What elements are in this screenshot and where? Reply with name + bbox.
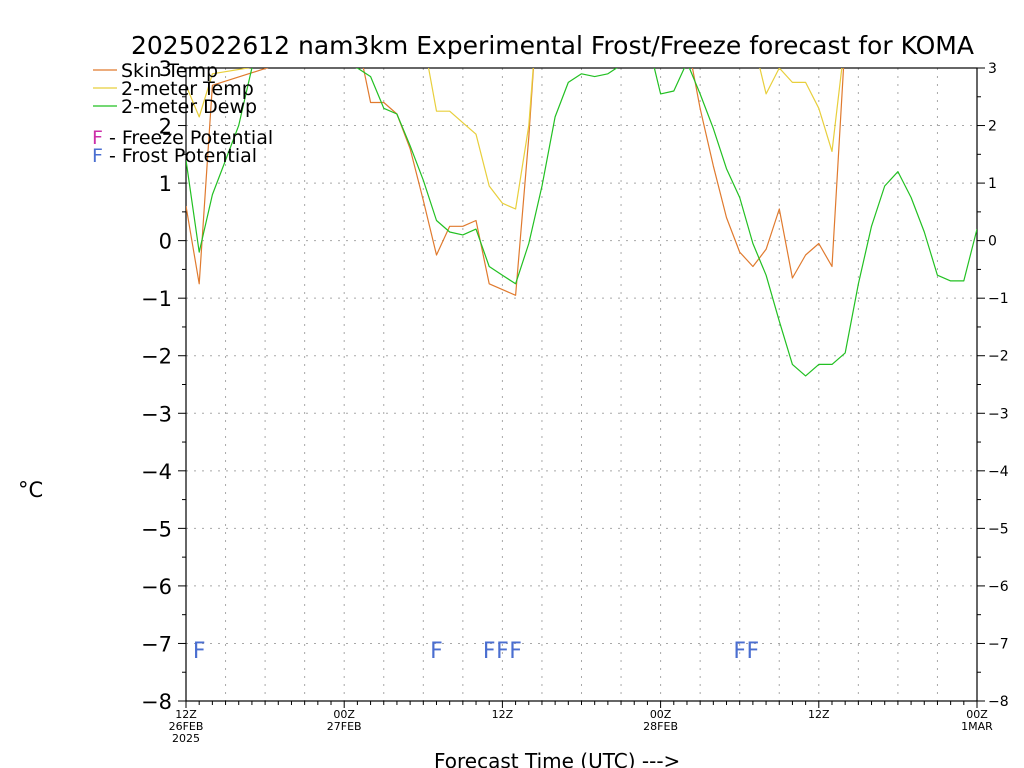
x-tick-label: 28FEB [643,720,678,733]
y-tick-label: −8 [141,690,172,714]
series-line-2-meter-dewp [186,68,977,377]
x-tick-label: 00Z [966,708,988,721]
x-tick-label: 2025 [172,732,200,745]
y-axis-right: −8 −7 −6 −5 −4 −3 −2 −1 0 1 2 3 [977,61,1009,710]
y-axis-label: °C [18,478,43,502]
y-tick-label: −5 [141,517,172,541]
legend-label: Skin Temp [121,60,218,82]
potential-legend-text: - Frost Potential [103,145,257,167]
y-tick-label: 0 [159,230,172,254]
potential-legend-text: - Freeze Potential [103,127,273,149]
y-tick-label-right: −2 [988,349,1009,365]
y-tick-label-right: 0 [988,234,997,250]
y-tick-label-right: 3 [988,61,997,77]
x-tick-label: 12Z [492,708,514,721]
potential-legend-entry: F - Freeze Potential [92,127,273,149]
y-tick-label: 2 [159,115,172,139]
y-tick-label: 1 [159,172,172,196]
frost-mark: F [193,639,206,664]
y-tick-label-right: −3 [988,406,1009,422]
gridlines [186,68,977,701]
x-tick-label: 12Z [175,708,197,721]
series-lines [186,68,977,377]
frost-mark: F [509,639,522,664]
series-line-2-meter-temp [186,68,843,210]
potential-legend-mark: F [92,127,103,149]
y-tick-label: −2 [141,345,172,369]
legend-label: 2-meter Temp [121,78,254,100]
y-tick-label: −4 [141,460,172,484]
y-tick-label-right: −7 [988,636,1009,652]
chart-title: 2025022612 nam3km Experimental Frost/Fre… [131,31,974,60]
y-tick-label-right: −4 [988,464,1009,480]
x-axis-label: Forecast Time (UTC) ---> [434,749,680,768]
x-tick-label: 00Z [333,708,355,721]
y-tick-label: −6 [141,575,172,599]
y-tick-label: −1 [141,287,172,311]
plot-frame [185,67,978,702]
legend-label: 2-meter Dewp [121,96,257,118]
frost-mark: F [483,639,496,664]
frost-mark: F [496,639,509,664]
x-tick-label: 27FEB [327,720,362,733]
potential-legend-mark: F [92,145,103,167]
y-tick-label-right: −8 [988,694,1009,710]
y-tick-label-right: −5 [988,521,1009,537]
x-tick-label: 12Z [808,708,830,721]
frost-mark: F [430,639,443,664]
x-tick-label: 26FEB [169,720,204,733]
y-tick-label: −7 [141,632,172,656]
frost-mark: F [747,639,760,664]
frost-mark: F [733,639,746,664]
y-tick-label-right: 1 [988,176,997,192]
y-tick-label-right: 2 [988,119,997,135]
y-tick-label-right: −6 [988,579,1009,595]
y-tick-label: 3 [159,57,172,81]
y-axis-left: −8 −7 −6 −5 −4 −3 −2 −1 0 1 2 3 [141,57,186,714]
series-line-skin-temp [186,68,845,296]
x-tick-label: 00Z [650,708,672,721]
y-tick-label-right: −1 [988,291,1009,307]
x-tick-label: 1MAR [961,720,993,733]
potential-legend-entry: F - Frost Potential [92,145,257,167]
y-tick-label: −3 [141,402,172,426]
